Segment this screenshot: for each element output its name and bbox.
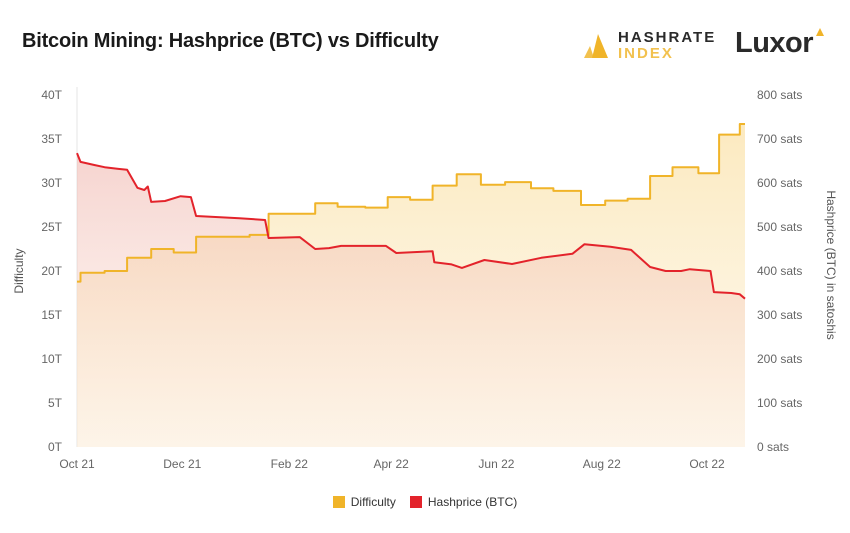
y-tick-right: 700 sats	[757, 132, 802, 146]
hashrate-index-logo: HASHRATE INDEX	[582, 30, 716, 62]
y-tick-left: 40T	[41, 88, 62, 102]
difficulty-line	[77, 123, 745, 283]
x-tick: Apr 22	[373, 457, 409, 471]
y-tick-right: 400 sats	[757, 264, 802, 278]
hashprice-area	[77, 153, 745, 447]
legend-swatch-hashprice	[409, 496, 422, 508]
x-tick: Feb 22	[271, 457, 309, 471]
y-axis-left-label: Difficulty	[12, 248, 26, 293]
legend-label-difficulty: Difficulty	[350, 495, 396, 509]
logo-text-hashrate: HASHRATE	[618, 29, 717, 46]
y-tick-right: 100 sats	[757, 396, 802, 410]
x-tick: Oct 22	[689, 457, 725, 471]
legend-item-difficulty[interactable]: Difficulty	[332, 495, 396, 509]
y-tick-right: 800 sats	[757, 88, 802, 102]
luxor-logo: Luxor	[735, 27, 814, 59]
y-tick-left: 35T	[41, 132, 62, 146]
y-tick-left: 5T	[48, 396, 63, 410]
legend-label-hashprice: Hashprice (BTC)	[427, 495, 518, 509]
x-tick: Jun 22	[478, 457, 514, 471]
y-tick-left: 30T	[41, 176, 62, 190]
chart-title: Bitcoin Mining: Hashprice (BTC) vs Diffi…	[22, 30, 439, 52]
y-tick-left: 20T	[41, 264, 62, 278]
x-tick: Aug 22	[583, 457, 621, 471]
y-tick-right: 300 sats	[757, 308, 802, 322]
y-tick-left: 15T	[41, 308, 62, 322]
y-tick-left: 25T	[41, 220, 62, 234]
legend: Difficulty Hashprice (BTC)	[0, 495, 850, 509]
hashprice-line	[76, 152, 746, 300]
luxor-mark-icon	[816, 28, 824, 36]
y-tick-left: 0T	[48, 440, 63, 454]
x-tick: Dec 21	[163, 457, 201, 471]
legend-item-hashprice[interactable]: Hashprice (BTC)	[409, 495, 518, 509]
hashrate-index-mark-icon	[584, 34, 608, 58]
legend-swatch-difficulty	[332, 496, 345, 508]
y-tick-right: 0 sats	[757, 440, 789, 454]
x-tick: Oct 21	[59, 457, 95, 471]
y-tick-left: 10T	[41, 352, 62, 366]
y-tick-right: 200 sats	[757, 352, 802, 366]
y-tick-right: 500 sats	[757, 220, 802, 234]
logo-text-index: INDEX	[618, 45, 674, 62]
y-axis-right-label: Hashprice (BTC) in satoshis	[824, 190, 838, 339]
y-tick-right: 600 sats	[757, 176, 802, 190]
